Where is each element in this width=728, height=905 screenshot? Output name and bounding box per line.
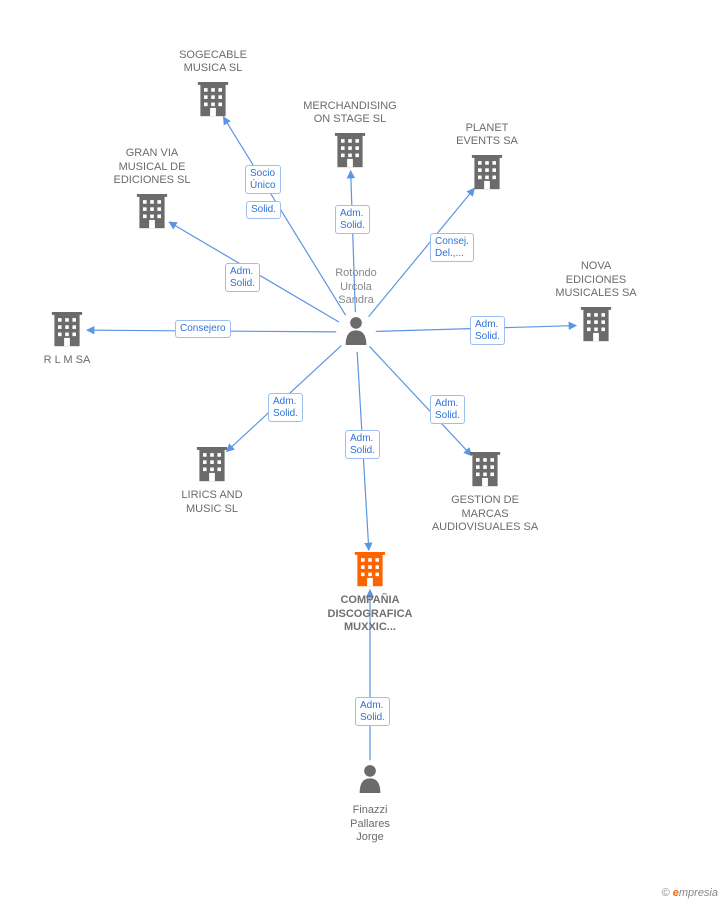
node-label: COMPAÑIA DISCOGRAFICA MUXXIC... — [300, 594, 440, 635]
building-icon — [335, 133, 365, 167]
building-icon — [470, 452, 500, 486]
edge-label: Consej. Del.,... — [430, 233, 474, 262]
node-label: GESTION DE MARCAS AUDIOVISUALES SA — [415, 494, 555, 535]
copyright-symbol: © — [662, 887, 670, 899]
building-icon — [355, 552, 385, 586]
copyright-rest: mpresia — [679, 887, 718, 899]
node-label: MERCHANDISING ON STAGE SL — [280, 100, 420, 128]
node-label: GRAN VIA MUSICAL DE EDICIONES SL — [82, 147, 222, 188]
edge-label: Solid. — [246, 201, 281, 219]
edge-label: Adm. Solid. — [268, 393, 303, 422]
building-icon — [581, 307, 611, 341]
edge-label: Socio Único — [245, 165, 281, 194]
building-icon — [198, 82, 228, 116]
node-label: Rotondo Urcola Sandra — [286, 267, 426, 308]
node-label: PLANET EVENTS SA — [417, 122, 557, 150]
building-icon — [472, 155, 502, 189]
person-icon — [346, 317, 367, 345]
edge-label: Adm. Solid. — [335, 205, 370, 234]
person-icon — [360, 765, 381, 793]
edge-label: Adm. Solid. — [355, 697, 390, 726]
edge-label: Adm. Solid. — [470, 316, 505, 345]
copyright: © empresia — [662, 887, 718, 899]
node-label: SOGECABLE MUSICA SL — [143, 49, 283, 77]
building-icon — [197, 447, 227, 481]
edge-label: Adm. Solid. — [225, 263, 260, 292]
edge-label: Adm. Solid. — [345, 430, 380, 459]
node-label: LIRICS AND MUSIC SL — [142, 489, 282, 517]
node-label: R L M SA — [0, 354, 137, 368]
building-icon — [52, 312, 82, 346]
node-label: NOVA EDICIONES MUSICALES SA — [526, 260, 666, 301]
node-label: Finazzi Pallares Jorge — [300, 804, 440, 845]
edge-label: Consejero — [175, 320, 231, 338]
edge-label: Adm. Solid. — [430, 395, 465, 424]
building-icon — [137, 194, 167, 228]
